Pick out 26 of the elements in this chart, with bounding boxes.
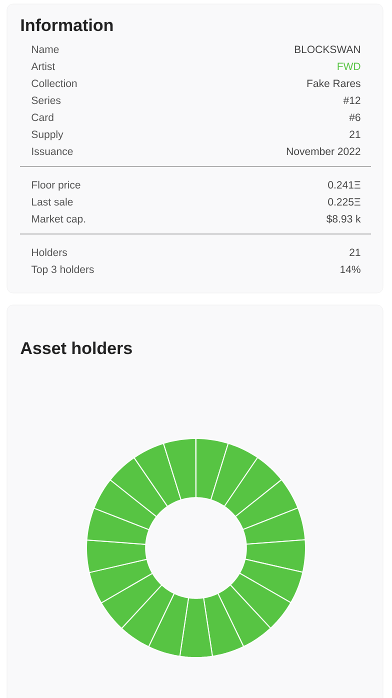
text: 0.225Ξ [328, 198, 360, 206]
text: 21 [350, 130, 360, 138]
text: Fake Rares [307, 79, 360, 88]
text: Holders [32, 248, 67, 256]
text: #6 [349, 114, 360, 122]
text: Artist [31, 62, 56, 70]
text: Information [21, 18, 113, 32]
text: 21 [350, 248, 360, 256]
text: Issuance [32, 148, 73, 156]
text: 14% [340, 266, 360, 274]
text: Supply [32, 130, 64, 140]
text: #12 [343, 96, 360, 104]
text: $8.93 k [326, 214, 361, 224]
text: BLOCKSWAN [294, 46, 360, 54]
text: 0.241Ξ [328, 181, 360, 189]
text: FWD [338, 62, 360, 70]
text: Top 3 holders [31, 265, 94, 276]
text: Last sale [32, 198, 73, 206]
text: Card [32, 113, 54, 122]
chart-title: Asset holders [20, 342, 132, 354]
text: Collection [32, 79, 77, 88]
text: Series [32, 96, 61, 104]
text: Name [32, 46, 59, 54]
text: Market cap. [32, 214, 86, 225]
text: November 2022 [286, 147, 360, 156]
text: Floor price [32, 180, 80, 191]
